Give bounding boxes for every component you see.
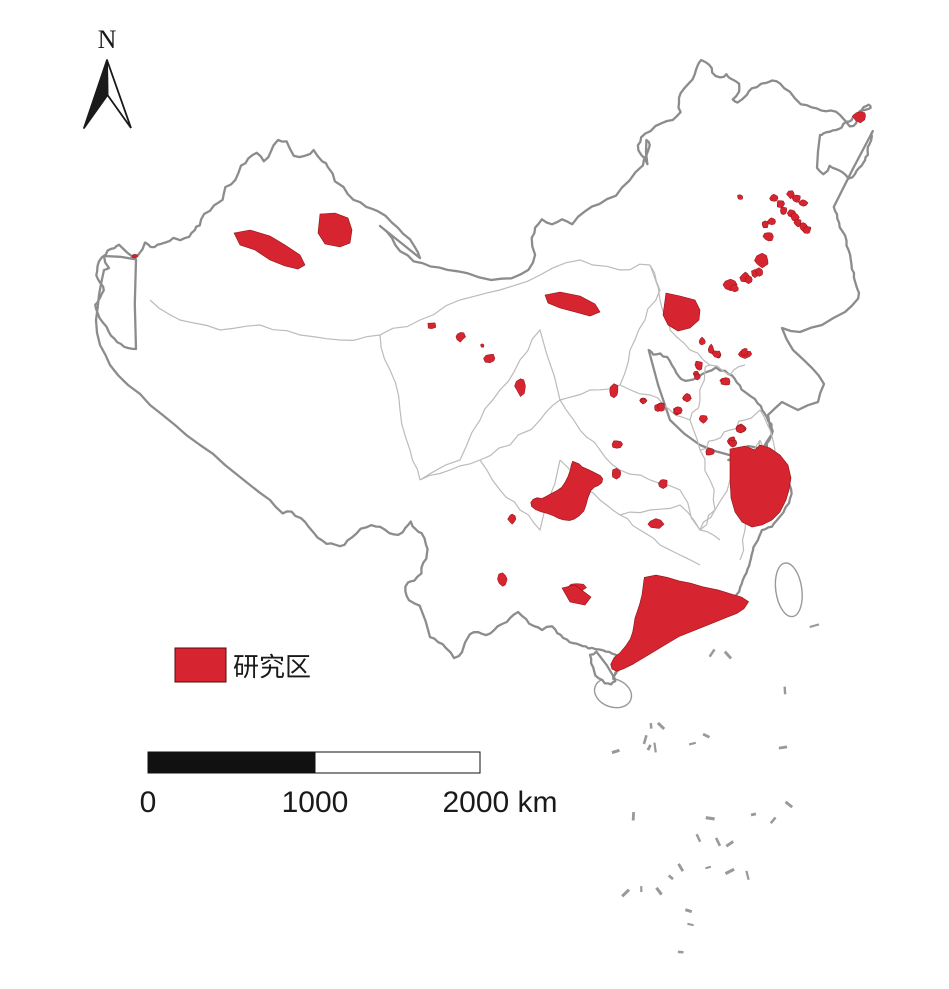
svg-text:研究区: 研究区 [233, 652, 311, 682]
svg-text:N: N [98, 25, 117, 54]
svg-text:2000 km: 2000 km [442, 786, 557, 819]
svg-text:0: 0 [140, 786, 157, 819]
svg-text:1000: 1000 [282, 786, 349, 819]
